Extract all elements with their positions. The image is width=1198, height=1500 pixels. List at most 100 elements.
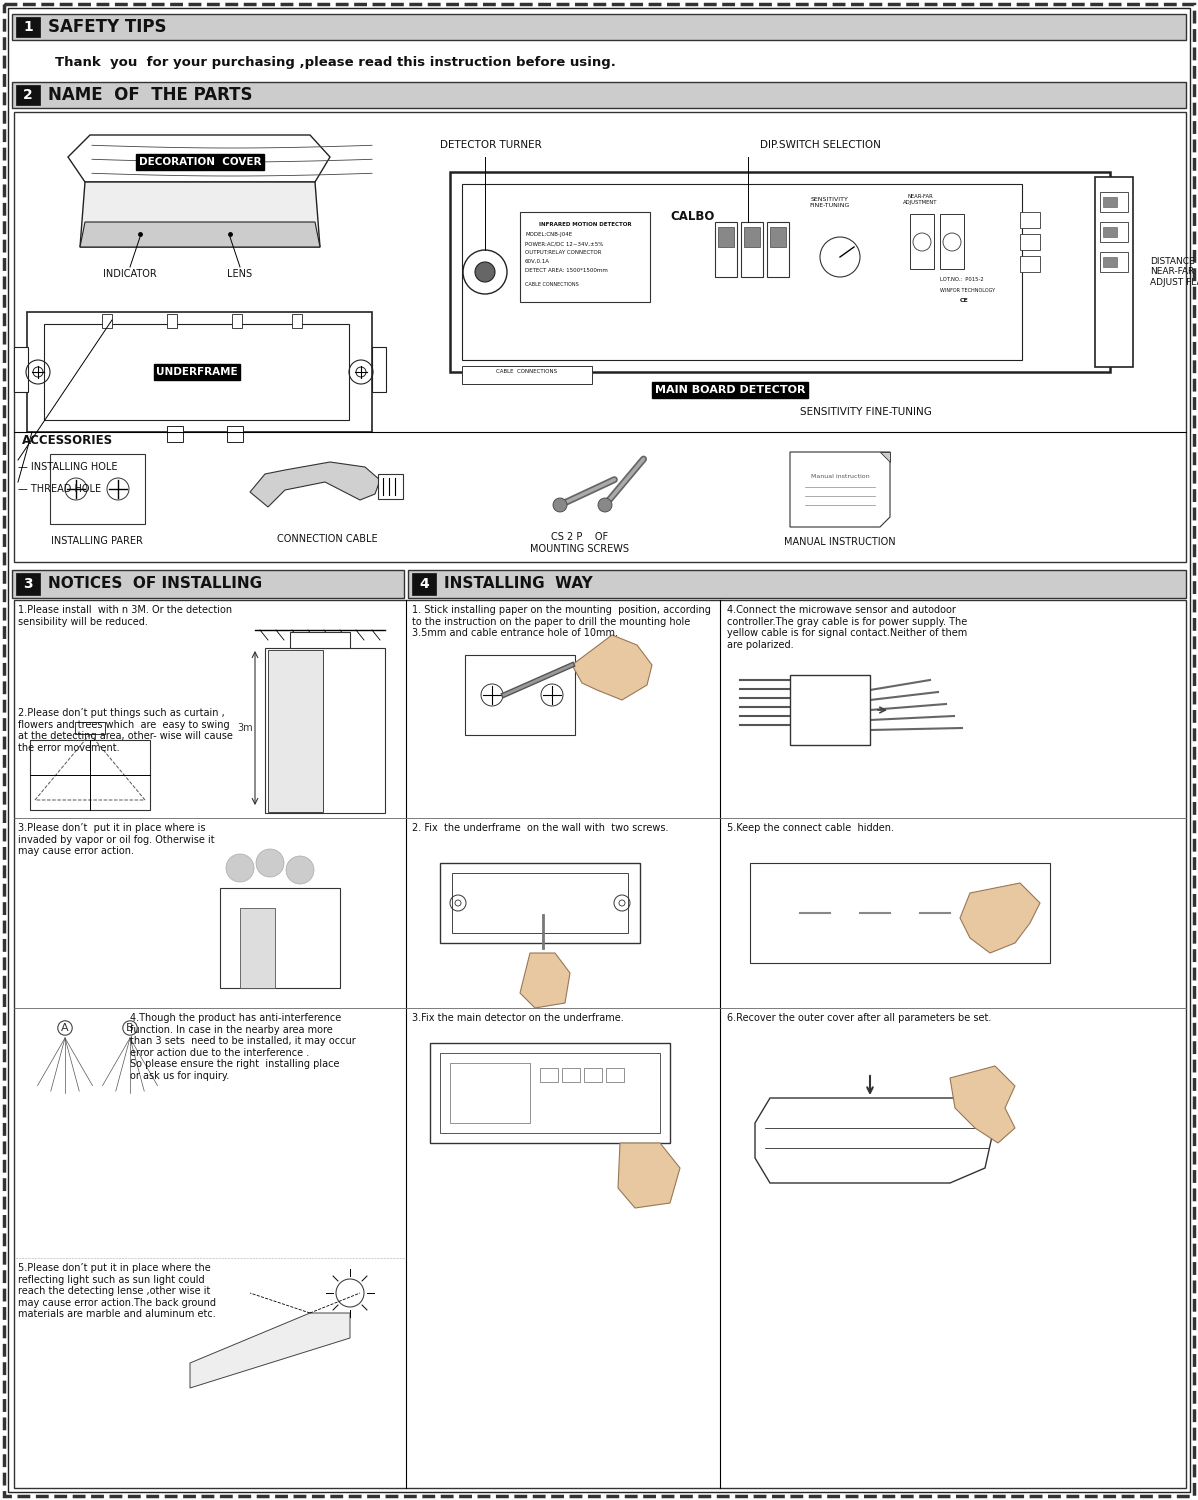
Bar — [12, 570, 404, 598]
Bar — [102, 314, 111, 328]
Polygon shape — [520, 952, 570, 1008]
Bar — [742, 222, 763, 278]
Text: DIP.SWITCH SELECTION: DIP.SWITCH SELECTION — [760, 140, 881, 150]
Text: 2. Fix  the underframe  on the wall with  two screws.: 2. Fix the underframe on the wall with t… — [412, 824, 668, 833]
Text: DETECTOR TURNER: DETECTOR TURNER — [440, 140, 541, 150]
Bar — [750, 862, 1049, 963]
Bar — [440, 862, 640, 944]
Bar — [226, 426, 243, 442]
Bar — [50, 454, 145, 524]
Text: POWER:AC/DC 12~34V,±5%: POWER:AC/DC 12~34V,±5% — [525, 242, 604, 246]
Bar — [220, 888, 340, 989]
Bar — [30, 740, 150, 810]
Bar — [440, 1053, 660, 1132]
Text: 3.Fix the main detector on the underframe.: 3.Fix the main detector on the underfram… — [412, 1013, 624, 1023]
Text: 2.Please don’t put things such as curtain ,
flowers and trees which  are  easy t: 2.Please don’t put things such as curtai… — [18, 708, 232, 753]
Bar — [16, 86, 40, 105]
Text: Manual instruction: Manual instruction — [811, 474, 870, 478]
Text: CONNECTION CABLE: CONNECTION CABLE — [277, 534, 377, 544]
Polygon shape — [960, 884, 1040, 952]
Bar — [1019, 234, 1040, 250]
Bar — [409, 570, 1186, 598]
Polygon shape — [789, 452, 890, 526]
Text: LOT.NO.:  P015-2: LOT.NO.: P015-2 — [940, 278, 984, 282]
Bar — [373, 346, 386, 392]
Text: CABLE  CONNECTIONS: CABLE CONNECTIONS — [496, 369, 557, 374]
Text: INSTALLING  WAY: INSTALLING WAY — [444, 576, 593, 591]
Text: NOTICES  OF INSTALLING: NOTICES OF INSTALLING — [48, 576, 262, 591]
Text: SAFETY TIPS: SAFETY TIPS — [48, 18, 167, 36]
Text: 4.Connect the microwave sensor and autodoor
controller.The gray cable is for pow: 4.Connect the microwave sensor and autod… — [727, 604, 967, 650]
Bar — [75, 722, 105, 734]
Bar — [540, 1068, 558, 1082]
Text: 5.Please don’t put it in place where the
reflecting light such as sun light coul: 5.Please don’t put it in place where the… — [18, 1263, 216, 1320]
Bar — [16, 16, 40, 38]
Text: MAIN BOARD DETECTOR: MAIN BOARD DETECTOR — [655, 386, 805, 394]
Bar — [290, 632, 350, 648]
Text: DECORATION  COVER: DECORATION COVER — [139, 158, 261, 166]
Bar — [1103, 256, 1117, 267]
Text: SENSITIVITY
FINE-TUNING: SENSITIVITY FINE-TUNING — [810, 196, 851, 208]
Bar — [770, 226, 786, 248]
Bar — [1095, 177, 1133, 368]
Bar — [1100, 222, 1129, 242]
Bar — [1100, 252, 1129, 272]
Bar — [520, 211, 651, 302]
Bar — [562, 1068, 580, 1082]
Polygon shape — [950, 1066, 1015, 1143]
Text: CABLE CONNECTIONS: CABLE CONNECTIONS — [525, 282, 579, 286]
Text: 3: 3 — [23, 578, 32, 591]
Bar — [450, 172, 1111, 372]
Text: LENS: LENS — [228, 268, 253, 279]
Text: UNDERFRAME: UNDERFRAME — [156, 368, 238, 376]
Bar — [462, 366, 592, 384]
Text: — THREAD HOLE: — THREAD HOLE — [18, 484, 101, 494]
Bar — [16, 573, 40, 596]
Bar — [412, 573, 436, 596]
Circle shape — [598, 498, 612, 512]
Bar — [1103, 226, 1117, 237]
Bar — [167, 314, 177, 328]
Bar — [14, 346, 28, 392]
Text: INSTALLING PARER: INSTALLING PARER — [52, 536, 143, 546]
Polygon shape — [250, 462, 380, 507]
Text: WINFOR TECHNOLOGY: WINFOR TECHNOLOGY — [940, 288, 996, 292]
Bar — [232, 314, 242, 328]
Text: 3.Please don’t  put it in place where is
invaded by vapor or oil fog. Otherwise : 3.Please don’t put it in place where is … — [18, 824, 214, 856]
Text: 3m: 3m — [237, 723, 253, 734]
Text: CS 2 P    OF
MOUNTING SCREWS: CS 2 P OF MOUNTING SCREWS — [531, 532, 629, 554]
Text: ACCESSORIES: ACCESSORIES — [22, 433, 113, 447]
Bar — [240, 908, 276, 989]
Bar — [430, 1042, 670, 1143]
Bar — [167, 426, 183, 442]
Text: 2: 2 — [23, 88, 32, 102]
Polygon shape — [68, 135, 329, 182]
Circle shape — [286, 856, 314, 883]
Text: B: B — [126, 1023, 134, 1034]
Bar — [767, 222, 789, 278]
Polygon shape — [571, 634, 652, 700]
Bar — [292, 314, 302, 328]
Text: OUTPUT:RELAY CONNECTOR: OUTPUT:RELAY CONNECTOR — [525, 251, 601, 255]
Bar — [789, 675, 870, 746]
Bar — [1103, 196, 1117, 207]
Text: 60V,0.1A: 60V,0.1A — [525, 260, 550, 264]
Circle shape — [335, 1280, 364, 1306]
Text: NAME  OF  THE PARTS: NAME OF THE PARTS — [48, 86, 253, 104]
Polygon shape — [190, 1312, 350, 1388]
Text: SENSITIVITY FINE-TUNING: SENSITIVITY FINE-TUNING — [800, 406, 932, 417]
Text: 1. Stick installing paper on the mounting  position, according
to the instructio: 1. Stick installing paper on the mountin… — [412, 604, 710, 638]
Bar — [12, 82, 1186, 108]
Text: 1: 1 — [23, 20, 32, 34]
Bar — [450, 1064, 530, 1124]
Circle shape — [474, 262, 495, 282]
Bar — [1019, 256, 1040, 272]
Bar — [1019, 211, 1040, 228]
Text: MANUAL INSTRUCTION: MANUAL INSTRUCTION — [785, 537, 896, 548]
Polygon shape — [618, 1143, 680, 1208]
Text: INDICATOR: INDICATOR — [103, 268, 157, 279]
Bar — [583, 1068, 603, 1082]
Bar — [452, 873, 628, 933]
Text: 1.Please install  with n 3M. Or the detection
sensibility will be reduced.: 1.Please install with n 3M. Or the detec… — [18, 604, 232, 627]
Bar — [268, 650, 323, 812]
